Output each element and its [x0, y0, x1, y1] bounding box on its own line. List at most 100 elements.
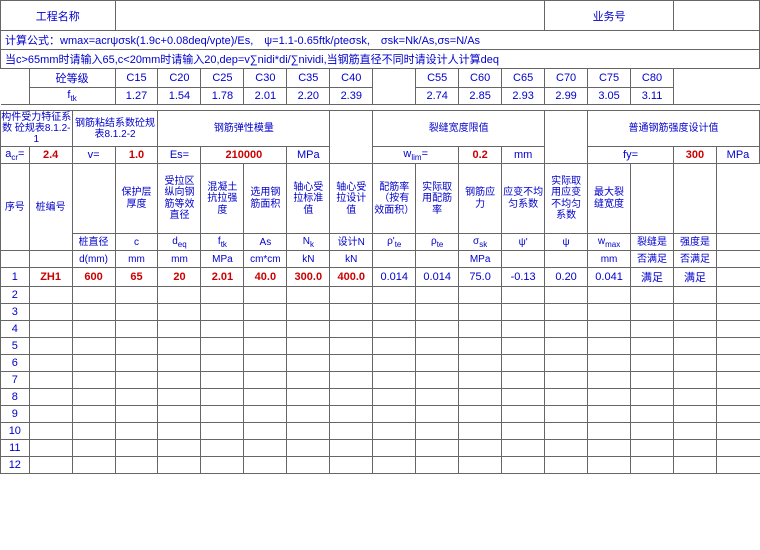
ftk-5: 2.39: [330, 88, 373, 105]
ftk-2: 1.78: [201, 88, 244, 105]
r1-psi1: -0.13: [502, 268, 545, 287]
data-row: 3: [1, 304, 760, 321]
v-value: 1.0: [115, 147, 158, 164]
sym-nk: Nk: [287, 234, 330, 251]
data-row: 11: [1, 440, 760, 457]
r1-psi2: 0.20: [545, 268, 588, 287]
r1-pte1: 0.014: [373, 268, 416, 287]
r1-deq: 20: [158, 268, 201, 287]
data-row: 9: [1, 406, 760, 423]
r1-ftk: 2.01: [201, 268, 244, 287]
r1-nk: 300.0: [287, 268, 330, 287]
ftk-4: 2.20: [287, 88, 330, 105]
data-row: 8: [1, 389, 760, 406]
hdr-c6: 轴心受拉设计值: [330, 164, 373, 234]
hdr-c2: 受拉区纵向钢筋等效直径: [158, 164, 201, 234]
fy-unit: MPa: [716, 147, 759, 164]
r1-sigma: 75.0: [459, 268, 502, 287]
es-value: 210000: [201, 147, 287, 164]
business-no-label: 业务号: [545, 1, 674, 31]
data-row: 4: [1, 321, 760, 338]
ftk-7: 2.85: [459, 88, 502, 105]
main-table: 工程名称 业务号 计算公式：wmax=acrψσsk(1.9c+0.08deq/…: [0, 0, 760, 474]
hdr-c3: 混凝土抗拉强度: [201, 164, 244, 234]
sym-as: As: [244, 234, 287, 251]
hdr-pileno: 桩编号: [29, 164, 72, 251]
hdr-c5: 轴心受拉标准值: [287, 164, 330, 234]
fy-value: 300: [674, 147, 717, 164]
u-sat1: 否满足: [631, 251, 674, 268]
hdr-seq: 序号: [1, 164, 30, 251]
ftk-10: 3.05: [588, 88, 631, 105]
u-mm2: mm: [158, 251, 201, 268]
u-cmcm: cm*cm: [244, 251, 287, 268]
grade-c60: C60: [459, 69, 502, 88]
ftk-9: 2.99: [545, 88, 588, 105]
r1-c: 65: [115, 268, 158, 287]
u-mm1: mm: [115, 251, 158, 268]
r1-as: 40.0: [244, 268, 287, 287]
r1-seq: 1: [1, 268, 30, 287]
data-row: 12: [1, 457, 760, 474]
ftk-label: ftk: [29, 88, 115, 105]
es-unit: MPa: [287, 147, 330, 164]
hdr-c4: 选用钢筋面积: [244, 164, 287, 234]
grade-c35: C35: [287, 69, 330, 88]
grade-c25: C25: [201, 69, 244, 88]
ftk-6: 2.74: [416, 88, 459, 105]
u-sat2: 否满足: [674, 251, 717, 268]
data-row: 2: [1, 287, 760, 304]
data-row: 6: [1, 355, 760, 372]
sym-ftk: ftk: [201, 234, 244, 251]
u-mpa1: MPa: [201, 251, 244, 268]
hdr-piledia: 桩直径: [72, 234, 115, 251]
ftk-8: 2.93: [502, 88, 545, 105]
grade-c55: C55: [416, 69, 459, 88]
formula1: 计算公式：wmax=acrψσsk(1.9c+0.08deq/vρte)/Es,…: [1, 31, 760, 50]
r1-crackok: 满足: [631, 268, 674, 287]
r1-wmax: 0.041: [588, 268, 631, 287]
hdr-c11: 实际取用应变不均匀系数: [545, 164, 588, 234]
r1-piledia: 600: [72, 268, 115, 287]
acr-label: acr=: [1, 147, 30, 164]
param-col4-title: 裂缝宽度限值: [373, 111, 545, 147]
ftk-11: 3.11: [631, 88, 674, 105]
ftk-0: 1.27: [115, 88, 158, 105]
u-dmm: d(mm): [72, 251, 115, 268]
hdr-c1: 保护层厚度: [115, 164, 158, 234]
sym-c: c: [115, 234, 158, 251]
r1-dn: 400.0: [330, 268, 373, 287]
concrete-grade-label: 砼等级: [29, 69, 115, 88]
param-col3-title: 钢筋弹性模量: [158, 111, 330, 147]
grade-c15: C15: [115, 69, 158, 88]
fy-label: fy=: [588, 147, 674, 164]
sym-psi1: ψ': [502, 234, 545, 251]
wlim-value: 0.2: [459, 147, 502, 164]
hdr-strengthok: 强度是: [674, 234, 717, 251]
sym-dn: 设计N: [330, 234, 373, 251]
data-row: 10: [1, 423, 760, 440]
r1-pte2: 0.014: [416, 268, 459, 287]
hdr-c10: 应变不均匀系数: [502, 164, 545, 234]
param-col1-title: 构件受力特征系数 砼规表8.1.2-1: [1, 111, 73, 147]
data-row: 5: [1, 338, 760, 355]
grade-c80: C80: [631, 69, 674, 88]
wlim-unit: mm: [502, 147, 545, 164]
wlim-label: wlim=: [373, 147, 459, 164]
es-label: Es=: [158, 147, 201, 164]
hdr-c9: 钢筋应力: [459, 164, 502, 234]
project-label: 工程名称: [1, 1, 116, 31]
ftk-1: 1.54: [158, 88, 201, 105]
u-kn2: kN: [330, 251, 373, 268]
u-mpa2: MPa: [459, 251, 502, 268]
sym-pte2: ρte: [416, 234, 459, 251]
ftk-3: 2.01: [244, 88, 287, 105]
grade-c40: C40: [330, 69, 373, 88]
r1-pileno: ZH1: [29, 268, 72, 287]
data-row-1: 1 ZH1 600 65 20 2.01 40.0 300.0 400.0 0.…: [1, 268, 760, 287]
hdr-crackok: 裂缝是: [631, 234, 674, 251]
param-col2-title: 钢筋粘结系数砼规表8.1.2-2: [72, 111, 158, 147]
sym-sigma: σsk: [459, 234, 502, 251]
sym-deq: deq: [158, 234, 201, 251]
grade-c30: C30: [244, 69, 287, 88]
